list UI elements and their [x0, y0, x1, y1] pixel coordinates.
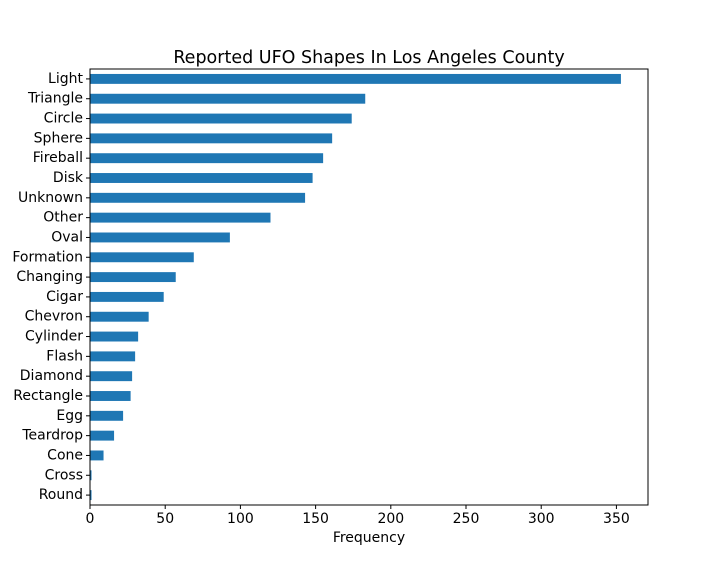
- x-tick-label: 150: [302, 511, 329, 527]
- plot-frame: [89, 68, 649, 506]
- x-tick-label: 100: [227, 511, 254, 527]
- y-tick-label: Flash: [46, 348, 83, 364]
- x-tick-label: 200: [377, 511, 404, 527]
- y-tick-label: Round: [39, 487, 83, 503]
- y-tick-label: Circle: [44, 111, 83, 127]
- bar-rectangle: [90, 391, 131, 401]
- y-tick-label: Unknown: [18, 190, 83, 206]
- x-tick-label: 350: [603, 511, 630, 527]
- x-tick-label: 250: [453, 511, 480, 527]
- bar-cylinder: [90, 331, 139, 342]
- bar-flash: [90, 351, 136, 362]
- bar-cigar: [90, 291, 164, 302]
- y-tick-label: Sphere: [34, 130, 83, 146]
- bar-disk: [90, 173, 313, 183]
- bar-diamond: [90, 371, 133, 382]
- bar-other: [90, 212, 271, 223]
- x-axis-ticks: 0 50 100 150 200 250 300 350: [86, 505, 630, 527]
- bar-formation: [90, 252, 194, 263]
- y-tick-label: Fireball: [33, 150, 83, 166]
- y-tick-label: Teardrop: [21, 428, 83, 444]
- bar-sphere: [90, 133, 333, 144]
- bar-changing: [90, 272, 176, 283]
- x-tick-label: 0: [86, 511, 95, 527]
- x-tick-label: 50: [156, 511, 174, 527]
- bar-oval: [90, 232, 230, 243]
- y-axis-ticks: Light Triangle Circle Sphere Fireball Disk Unk…: [12, 71, 90, 503]
- y-tick-label: Formation: [12, 249, 83, 265]
- y-tick-label: Chevron: [25, 309, 83, 325]
- x-tick-label: 300: [528, 511, 555, 527]
- y-tick-label: Triangle: [27, 91, 83, 107]
- bar-circle: [90, 113, 352, 124]
- bar-cross: [90, 470, 92, 481]
- bar-egg: [90, 410, 124, 421]
- bar-fireball: [90, 153, 324, 164]
- y-tick-label: Egg: [56, 408, 83, 424]
- bar-light: [90, 73, 621, 84]
- x-axis-label: Frequency: [333, 530, 405, 546]
- y-tick-label: Cone: [47, 447, 83, 463]
- y-tick-label: Diamond: [20, 368, 83, 384]
- bar-round: [90, 490, 92, 501]
- y-tick-label: Cigar: [46, 289, 83, 305]
- y-tick-label: Oval: [51, 229, 83, 245]
- bar-chevron: [90, 311, 149, 322]
- bar-teardrop: [90, 430, 115, 441]
- bar-triangle: [90, 93, 366, 104]
- chart-title: Reported UFO Shapes In Los Angeles Count…: [173, 48, 564, 68]
- bar-cone: [90, 450, 104, 461]
- bar-unknown: [90, 192, 306, 203]
- y-tick-label: Cylinder: [25, 329, 83, 345]
- y-tick-label: Cross: [45, 467, 83, 483]
- y-tick-label: Rectangle: [13, 388, 83, 404]
- y-tick-label: Changing: [16, 269, 83, 285]
- bars-group: [90, 73, 621, 501]
- y-tick-label: Other: [43, 210, 83, 226]
- y-tick-label: Disk: [53, 170, 84, 186]
- y-tick-label: Light: [48, 71, 83, 87]
